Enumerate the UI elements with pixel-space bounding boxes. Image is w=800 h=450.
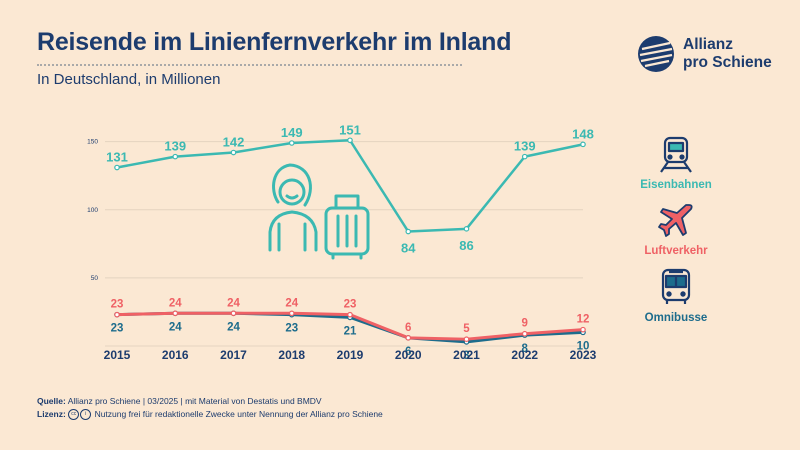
data-point-air [347, 311, 353, 318]
license-text: Nutzung frei für redaktionelle Zwecke un… [94, 409, 383, 419]
data-label-air: 24 [169, 297, 182, 309]
data-point-air [521, 330, 528, 337]
data-label-bus: 24 [169, 321, 182, 333]
cc-icon: cc [68, 409, 80, 421]
data-point-air [405, 335, 412, 341]
data-label-rail: 131 [106, 150, 128, 165]
airplane-icon [658, 204, 693, 237]
data-label-rail: 151 [339, 122, 361, 137]
data-point-rail [463, 226, 470, 232]
x-tick-label: 2019 [337, 348, 364, 362]
data-label-bus: 21 [344, 325, 357, 337]
data-point-rail [230, 149, 237, 156]
title-divider [37, 64, 462, 66]
data-label-rail: 86 [459, 238, 473, 253]
source-note: Quelle: Allianz pro Schiene | 03/2025 | … [37, 396, 322, 406]
data-label-air: 23 [111, 299, 124, 311]
x-tick-label: 2021 [453, 348, 480, 362]
y-tick-label: 150 [87, 139, 98, 146]
data-label-air: 12 [577, 314, 590, 326]
x-tick-label: 2016 [162, 348, 189, 362]
data-label-rail: 149 [281, 125, 303, 140]
legend-bus: Omnibusse [644, 312, 708, 324]
data-point-air [463, 336, 470, 342]
y-tick-label: 50 [91, 275, 99, 282]
allianz-pro-schiene-logo [638, 36, 674, 72]
x-tick-label: 2023 [570, 348, 597, 362]
y-tick-label: 100 [87, 207, 98, 214]
page-title: Reisende im Linienfernverkehr im Inland [37, 28, 512, 56]
data-point-air [288, 310, 295, 317]
train-icon [660, 136, 692, 173]
source-label: Quelle: [37, 396, 66, 406]
data-label-bus: 3 [463, 350, 469, 362]
data-point-rail [580, 141, 586, 148]
page-subtitle: In Deutschland, in Millionen [37, 71, 221, 88]
source-text: Allianz pro Schiene | 03/2025 | mit Mate… [67, 396, 322, 406]
data-label-bus: 8 [522, 343, 529, 355]
license-note: Lizenz: cc i Nutzung frei für redaktionel… [37, 409, 383, 421]
data-point-rail [405, 228, 412, 235]
data-label-bus: 24 [227, 321, 240, 333]
data-label-bus: 23 [285, 323, 298, 335]
attribution-icon: i [80, 409, 92, 421]
data-point-air [172, 310, 179, 317]
data-point-rail [347, 137, 353, 144]
legend-air: Luftverkehr [644, 245, 708, 257]
data-point-air [114, 311, 120, 318]
x-tick-label: 2015 [104, 348, 131, 362]
data-point-rail [114, 164, 120, 171]
data-label-air: 24 [285, 297, 298, 309]
legend-rail: Eisenbahnen [640, 179, 712, 191]
data-label-air: 23 [344, 299, 357, 311]
license-label: Lizenz: [37, 409, 66, 419]
x-tick-label: 2017 [220, 348, 247, 362]
series-line-rail [116, 139, 584, 233]
x-tick-label: 2018 [278, 348, 305, 362]
data-label-air: 6 [405, 322, 411, 334]
brand-name: Allianz pro Schiene [683, 36, 772, 72]
data-label-rail: 142 [223, 135, 245, 150]
data-point-air [230, 310, 237, 317]
bus-icon [661, 268, 691, 304]
data-label-air: 9 [522, 318, 528, 330]
brand-line-2: pro Schiene [683, 54, 772, 71]
data-point-rail [172, 153, 179, 160]
x-tick-label: 2022 [511, 348, 538, 362]
data-label-bus: 6 [405, 346, 411, 358]
data-label-rail: 139 [164, 139, 186, 154]
data-label-bus: 10 [577, 340, 590, 352]
data-label-air: 24 [227, 297, 240, 309]
data-label-rail: 84 [401, 241, 416, 256]
data-point-rail [288, 140, 295, 146]
data-point-air [580, 326, 586, 333]
traveler-with-suitcase-icon [268, 163, 370, 260]
data-label-air: 5 [463, 323, 470, 335]
brand-line-1: Allianz [683, 36, 733, 53]
data-point-rail [521, 153, 528, 160]
data-label-rail: 148 [572, 126, 594, 141]
x-tick-label: 2020 [395, 348, 422, 362]
data-label-bus: 23 [111, 323, 124, 335]
data-label-rail: 139 [514, 139, 536, 154]
